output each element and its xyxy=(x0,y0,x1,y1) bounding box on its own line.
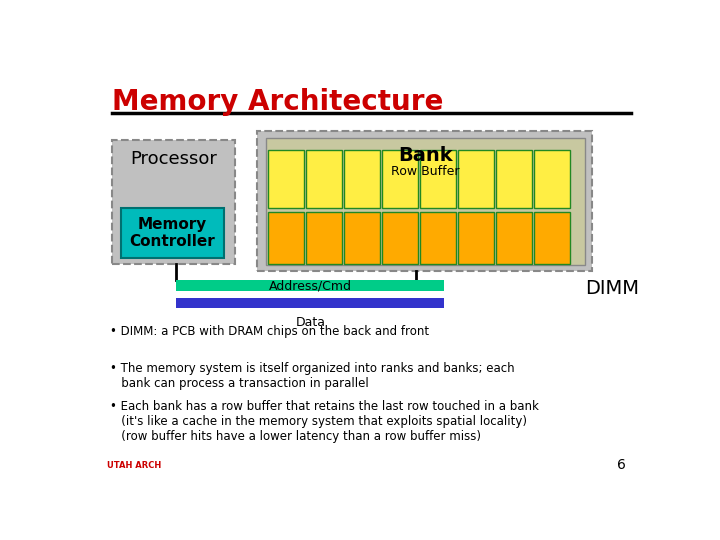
FancyBboxPatch shape xyxy=(420,150,456,208)
FancyBboxPatch shape xyxy=(534,150,570,208)
FancyBboxPatch shape xyxy=(420,212,456,265)
FancyBboxPatch shape xyxy=(382,150,418,208)
FancyBboxPatch shape xyxy=(495,150,532,208)
FancyBboxPatch shape xyxy=(534,212,570,265)
FancyBboxPatch shape xyxy=(176,298,444,308)
Text: Row Buffer: Row Buffer xyxy=(391,165,459,178)
Text: • The memory system is itself organized into ranks and banks; each
   bank can p: • The memory system is itself organized … xyxy=(109,362,514,390)
FancyBboxPatch shape xyxy=(112,140,235,265)
FancyBboxPatch shape xyxy=(458,150,494,208)
Text: Memory
Controller: Memory Controller xyxy=(130,217,215,249)
FancyBboxPatch shape xyxy=(268,150,305,208)
FancyBboxPatch shape xyxy=(121,208,224,258)
Text: UTAH ARCH: UTAH ARCH xyxy=(107,461,161,470)
Text: 6: 6 xyxy=(617,458,626,472)
FancyBboxPatch shape xyxy=(458,212,494,265)
FancyBboxPatch shape xyxy=(344,212,380,265)
Text: • DIMM: a PCB with DRAM chips on the back and front: • DIMM: a PCB with DRAM chips on the bac… xyxy=(109,325,428,338)
FancyBboxPatch shape xyxy=(306,212,342,265)
FancyBboxPatch shape xyxy=(268,212,305,265)
Text: DIMM: DIMM xyxy=(585,279,639,298)
FancyBboxPatch shape xyxy=(306,150,342,208)
FancyBboxPatch shape xyxy=(344,150,380,208)
Text: • Each bank has a row buffer that retains the last row touched in a bank
   (it': • Each bank has a row buffer that retain… xyxy=(109,400,539,442)
FancyBboxPatch shape xyxy=(258,131,592,271)
Text: Data: Data xyxy=(295,315,325,328)
Text: Bank: Bank xyxy=(398,146,453,165)
FancyBboxPatch shape xyxy=(382,212,418,265)
Text: Address/Cmd: Address/Cmd xyxy=(269,279,352,292)
FancyBboxPatch shape xyxy=(266,138,585,265)
FancyBboxPatch shape xyxy=(495,212,532,265)
Text: Memory Architecture: Memory Architecture xyxy=(112,87,444,116)
FancyBboxPatch shape xyxy=(176,280,444,292)
Text: Processor: Processor xyxy=(130,150,217,168)
